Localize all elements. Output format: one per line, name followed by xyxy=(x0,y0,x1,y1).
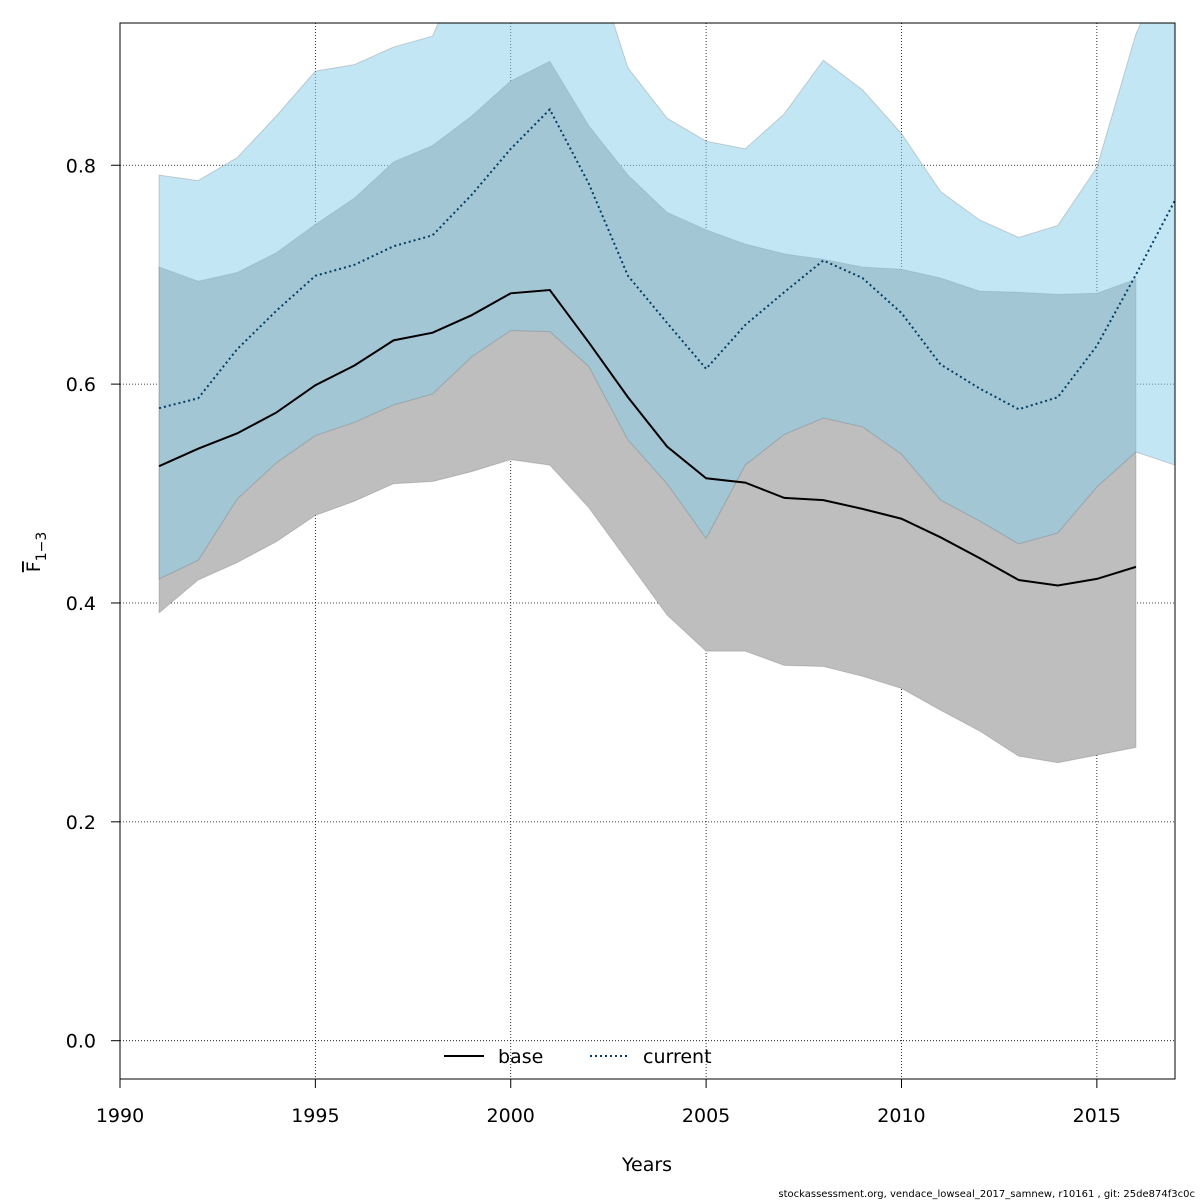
y-tick-label-4: 0.8 xyxy=(66,155,96,177)
y-axis: 0.0 0.2 0.4 0.6 0.8 xyxy=(66,23,121,1079)
y-tick-label-0: 0.0 xyxy=(66,1031,96,1053)
x-tick-label-1995: 1995 xyxy=(291,1105,339,1127)
band-current xyxy=(158,23,1175,580)
y-tick-label-1: 0.2 xyxy=(66,812,96,834)
line-current xyxy=(158,107,1175,411)
y-axis-title-main: F xyxy=(23,561,45,572)
confidence-bands xyxy=(158,23,1175,764)
svg-text:F1−3: F1−3 xyxy=(23,532,50,572)
y-tick-label-2: 0.4 xyxy=(66,593,96,615)
x-axis-title: Years xyxy=(621,1154,672,1176)
y-tick-label-3: 0.6 xyxy=(66,374,96,396)
y-axis-title: F1−3 xyxy=(23,532,50,572)
x-axis: 1990 1995 2000 2005 2010 2015 xyxy=(96,1078,1175,1127)
legend-label-base: base xyxy=(498,1046,543,1068)
x-tick-label-1990: 1990 xyxy=(96,1105,144,1127)
x-tick-label-2005: 2005 xyxy=(682,1105,730,1127)
legend-label-current: current xyxy=(643,1046,712,1068)
y-axis-title-sub: 1−3 xyxy=(34,532,50,562)
legend: base current xyxy=(444,1046,712,1068)
x-tick-label-2015: 2015 xyxy=(1073,1105,1121,1127)
x-tick-label-2000: 2000 xyxy=(487,1105,535,1127)
series-lines xyxy=(158,107,1175,587)
line-base xyxy=(158,288,1137,587)
footer-note: stockassessment.org, vendace_lowseal_201… xyxy=(778,1189,1195,1200)
x-tick-label-2010: 2010 xyxy=(877,1105,925,1127)
